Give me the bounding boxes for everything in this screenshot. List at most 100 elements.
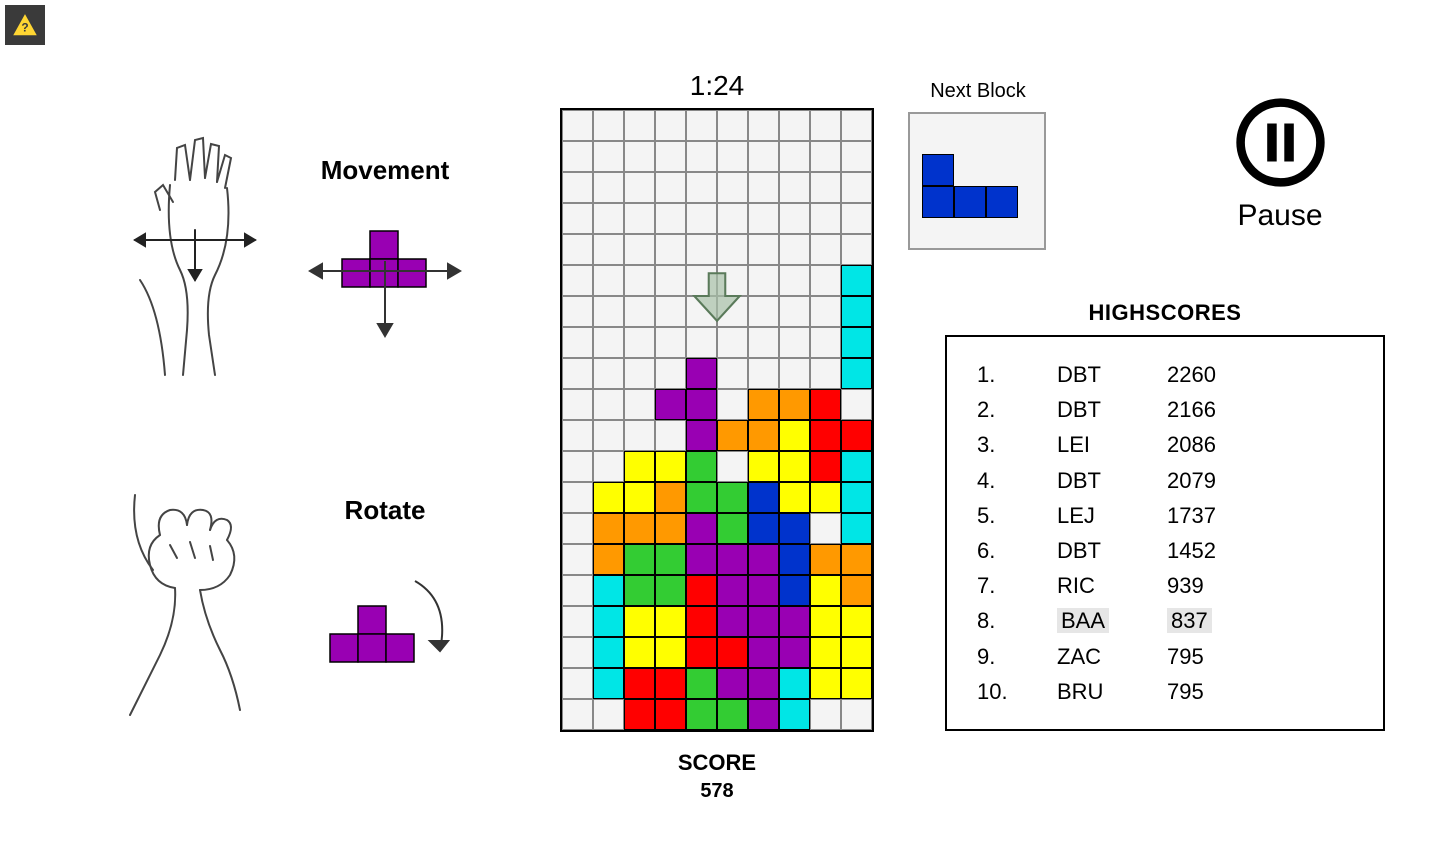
- board-cell: [841, 575, 872, 606]
- highscore-score: 2166: [1167, 392, 1267, 427]
- board-cell: [810, 358, 841, 389]
- board-cell: [841, 203, 872, 234]
- board-cell: [810, 389, 841, 420]
- instruction-rotate: Rotate: [105, 470, 525, 720]
- pause-button[interactable]: Pause: [1215, 95, 1345, 233]
- board-cell: [717, 389, 748, 420]
- board-cell: [686, 699, 717, 730]
- highscore-row: 2.DBT2166: [977, 392, 1363, 427]
- board-cell: [748, 327, 779, 358]
- board-cell: [841, 358, 872, 389]
- board-cell: [655, 234, 686, 265]
- board-cell: [655, 203, 686, 234]
- board-cell: [686, 296, 717, 327]
- board-cell: [810, 606, 841, 637]
- highscore-rank: 6.: [977, 533, 1057, 568]
- board-cell: [593, 637, 624, 668]
- board-cell: [841, 668, 872, 699]
- board-cell: [624, 668, 655, 699]
- board-cell: [841, 513, 872, 544]
- board-cell: [779, 606, 810, 637]
- highscore-rank: 10.: [977, 674, 1057, 709]
- board-cell: [779, 203, 810, 234]
- board-cell: [624, 172, 655, 203]
- board-cell: [562, 110, 593, 141]
- highscore-rank: 4.: [977, 463, 1057, 498]
- highscore-name: DBT: [1057, 533, 1167, 568]
- board-cell: [810, 234, 841, 265]
- board-cell: [717, 327, 748, 358]
- highscore-score: 1737: [1167, 498, 1267, 533]
- board-cell: [717, 699, 748, 730]
- highscore-rank: 7.: [977, 568, 1057, 603]
- board-cell: [779, 327, 810, 358]
- board-cell: [562, 296, 593, 327]
- board-cell: [748, 172, 779, 203]
- board-cell: [593, 699, 624, 730]
- board-cell: [748, 203, 779, 234]
- board-cell: [624, 482, 655, 513]
- board-cell: [655, 389, 686, 420]
- board-cell: [748, 234, 779, 265]
- board-cell: [841, 172, 872, 203]
- highscore-score: 2079: [1167, 463, 1267, 498]
- highscore-name: DBT: [1057, 463, 1167, 498]
- board-cell: [748, 699, 779, 730]
- gesture-open-hand-icon: [105, 130, 275, 380]
- board-cell: [717, 513, 748, 544]
- game-board[interactable]: [560, 108, 874, 732]
- board-cell: [810, 110, 841, 141]
- movement-demo-icon: [300, 211, 470, 351]
- board-cell: [841, 606, 872, 637]
- board-cell: [717, 110, 748, 141]
- board-cell: [779, 699, 810, 730]
- board-cell: [562, 606, 593, 637]
- instructions-panel: Movement: [105, 130, 525, 810]
- board-cell: [841, 637, 872, 668]
- gesture-fist-icon: [105, 470, 275, 720]
- board-cell: [686, 234, 717, 265]
- highscore-row: 1.DBT2260: [977, 357, 1363, 392]
- board-cell: [655, 265, 686, 296]
- board-cell: [655, 172, 686, 203]
- highscore-name: LEI: [1057, 427, 1167, 462]
- board-cell: [779, 265, 810, 296]
- warning-badge[interactable]: ?: [5, 5, 45, 45]
- board-cell: [624, 389, 655, 420]
- board-cell: [779, 544, 810, 575]
- highscore-score: 939: [1167, 568, 1267, 603]
- board-cell: [593, 141, 624, 172]
- board-cell: [686, 265, 717, 296]
- board-cell: [593, 513, 624, 544]
- highscore-row: 3.LEI2086: [977, 427, 1363, 462]
- board-cell: [655, 327, 686, 358]
- board-cell: [593, 606, 624, 637]
- board-cell: [686, 172, 717, 203]
- board-cell: [562, 544, 593, 575]
- board-cell: [686, 389, 717, 420]
- highscore-name: LEJ: [1057, 498, 1167, 533]
- board-cell: [593, 110, 624, 141]
- board-cell: [624, 420, 655, 451]
- board-cell: [841, 327, 872, 358]
- board-cell: [810, 451, 841, 482]
- board-cell: [748, 420, 779, 451]
- board-cell: [624, 327, 655, 358]
- board-cell: [562, 420, 593, 451]
- board-cell: [624, 265, 655, 296]
- board-cell: [779, 234, 810, 265]
- board-cell: [624, 699, 655, 730]
- board-cell: [624, 296, 655, 327]
- board-cell: [779, 172, 810, 203]
- board-cell: [779, 141, 810, 172]
- board-cell: [686, 606, 717, 637]
- board-cell: [593, 482, 624, 513]
- highscore-rank: 9.: [977, 639, 1057, 674]
- highscores-table: 1.DBT22602.DBT21663.LEI20864.DBT20795.LE…: [945, 335, 1385, 731]
- board-cell: [717, 668, 748, 699]
- board-cell: [717, 482, 748, 513]
- next-block-preview: [908, 112, 1046, 250]
- board-cell: [624, 451, 655, 482]
- board-cell: [779, 389, 810, 420]
- board-cell: [810, 141, 841, 172]
